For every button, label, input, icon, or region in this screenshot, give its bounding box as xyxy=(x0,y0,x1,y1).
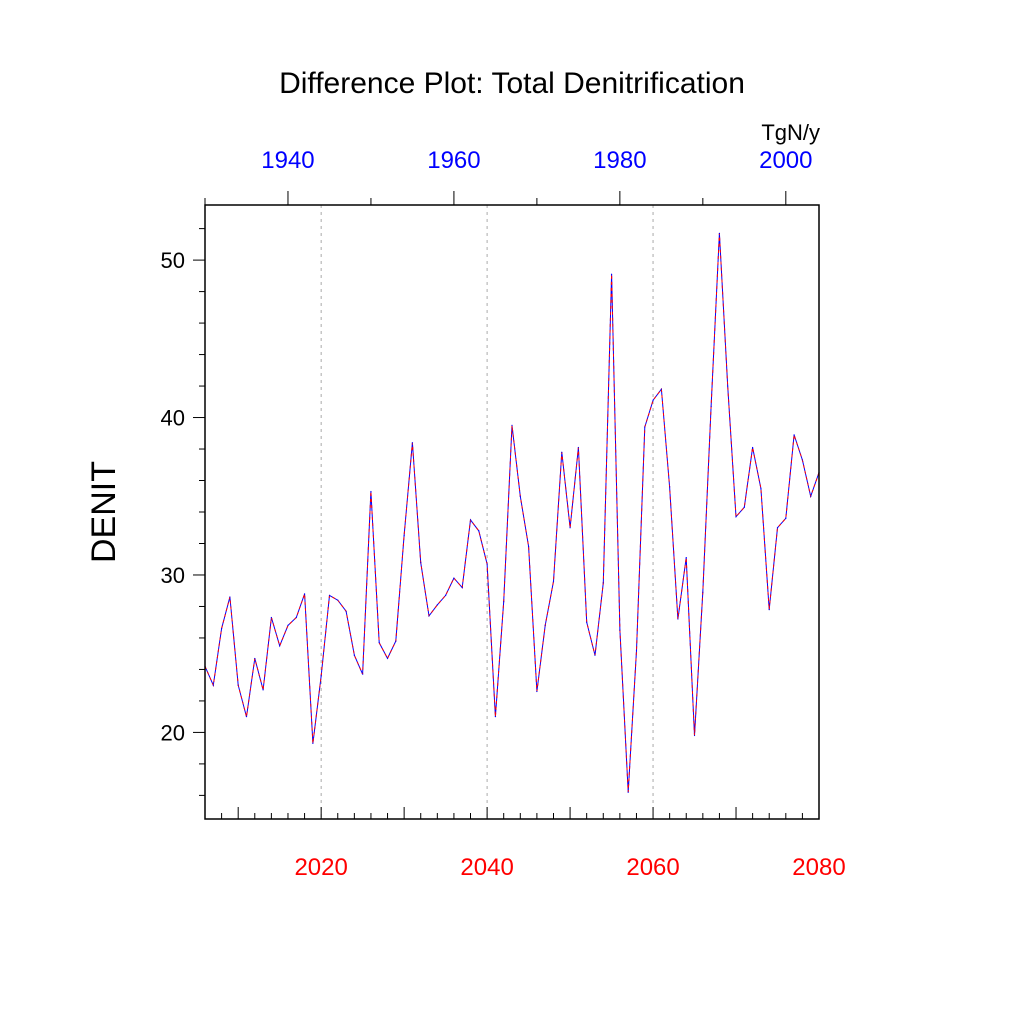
data-point xyxy=(776,527,779,529)
plot-frame xyxy=(204,204,820,820)
y-tick-label: 20 xyxy=(161,720,185,745)
data-point xyxy=(735,516,737,518)
data-point xyxy=(362,673,364,675)
data-point xyxy=(254,657,256,660)
data-point xyxy=(328,594,331,597)
data-point xyxy=(669,486,671,488)
data-point xyxy=(337,599,339,601)
data-point xyxy=(270,616,272,619)
data-point xyxy=(345,610,347,612)
data-point xyxy=(718,232,721,234)
data-point xyxy=(478,530,480,532)
data-point xyxy=(353,654,355,656)
data-point xyxy=(702,591,704,593)
axis-ticks xyxy=(193,191,820,819)
data-point xyxy=(569,527,571,529)
data-point xyxy=(552,580,555,582)
y-axis-label: DENIT xyxy=(85,461,123,563)
data-point xyxy=(785,517,787,519)
data-point xyxy=(370,490,372,493)
data-point xyxy=(561,451,563,453)
data-point xyxy=(503,601,505,603)
data-point xyxy=(403,535,405,537)
data-point xyxy=(519,495,521,497)
x-tick-label: 2020 xyxy=(294,854,347,881)
data-point xyxy=(320,675,322,677)
data-point xyxy=(395,640,397,642)
y-tick-label: 50 xyxy=(161,248,185,273)
data-point xyxy=(245,716,248,718)
data-point xyxy=(644,426,646,428)
top-x-tick-label: 1960 xyxy=(427,147,480,174)
data-point xyxy=(229,596,231,598)
data-point xyxy=(793,434,795,436)
data-point xyxy=(436,604,438,606)
series-line xyxy=(204,233,820,793)
series-line-dashed xyxy=(204,233,820,793)
data-point xyxy=(752,446,754,449)
data-point xyxy=(810,495,812,497)
grid-lines xyxy=(320,205,654,819)
data-point xyxy=(411,442,414,444)
x-tick-label: 2060 xyxy=(626,854,679,881)
data-point xyxy=(594,654,596,656)
data-point xyxy=(279,645,281,647)
data-point xyxy=(660,388,662,390)
data-point xyxy=(378,642,380,644)
data-point xyxy=(287,624,289,626)
data-point xyxy=(220,627,223,630)
data-point xyxy=(760,487,762,489)
data-point xyxy=(527,546,530,548)
data-point xyxy=(610,273,613,275)
data-point xyxy=(743,506,745,508)
data-point xyxy=(303,593,306,595)
data-point xyxy=(469,519,472,521)
data-point xyxy=(453,577,455,579)
units-label: TgN/y xyxy=(761,120,820,145)
data-point xyxy=(727,385,729,387)
top-x-tick-label: 1980 xyxy=(593,147,646,174)
data-point xyxy=(511,424,513,427)
data-point xyxy=(312,742,314,745)
data-point xyxy=(693,734,696,737)
data-point xyxy=(386,657,389,660)
data-point xyxy=(536,690,538,693)
series-layer xyxy=(204,232,820,793)
data-point xyxy=(461,586,463,589)
data-point xyxy=(445,594,447,597)
data-point xyxy=(801,459,804,461)
data-point xyxy=(428,615,430,617)
data-point xyxy=(652,399,654,401)
data-point xyxy=(635,649,638,652)
top-x-tick-label: 1940 xyxy=(261,147,314,174)
x-tick-label: 2080 xyxy=(792,854,845,881)
data-point xyxy=(420,561,422,563)
data-point xyxy=(586,621,588,623)
data-point xyxy=(486,563,488,565)
data-point xyxy=(768,609,770,611)
data-point xyxy=(602,582,604,584)
data-point xyxy=(627,791,629,793)
data-point xyxy=(494,716,497,718)
data-point xyxy=(295,616,297,619)
data-point xyxy=(544,624,546,626)
y-tick-label: 30 xyxy=(161,563,185,588)
y-tick-label: 40 xyxy=(161,406,185,431)
data-point xyxy=(710,405,712,408)
data-point xyxy=(619,629,621,631)
top-x-tick-label: 2000 xyxy=(759,147,812,174)
tick-labels: 20 30 40 50 2020 2040 2060 2080 1940 1960 1980 2000 xyxy=(161,147,846,881)
chart-title: Difference Plot: Total Denitrification xyxy=(279,67,745,100)
data-point xyxy=(685,557,687,559)
x-tick-label: 2040 xyxy=(460,854,513,881)
data-point xyxy=(577,446,579,449)
data-point xyxy=(262,689,264,691)
data-point xyxy=(237,684,239,686)
data-point xyxy=(677,618,679,620)
data-point xyxy=(212,684,214,686)
